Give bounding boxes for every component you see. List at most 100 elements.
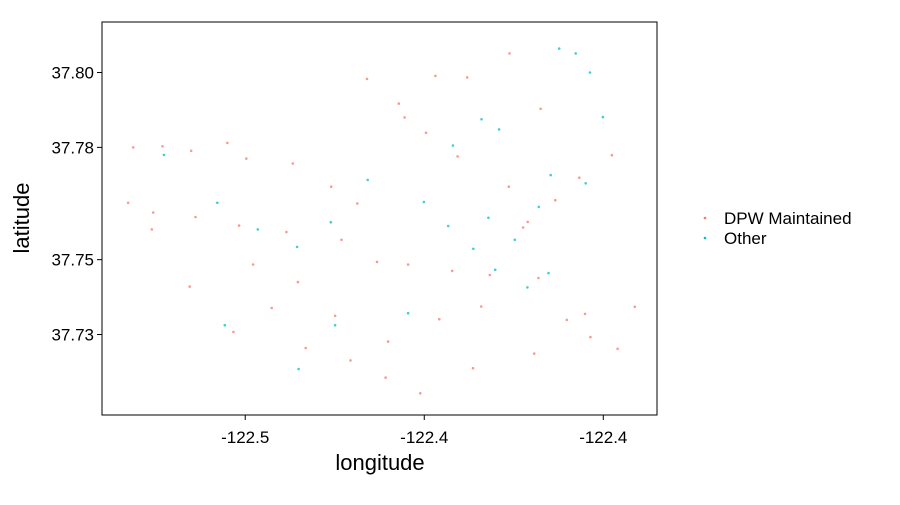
point-dpw-maintained <box>285 230 288 234</box>
point-other <box>223 323 227 327</box>
y-axis-ticks: 37.73 37.75 37.78 37.80 <box>51 64 102 345</box>
point-dpw-maintained <box>465 76 469 79</box>
point-dpw-maintained <box>610 153 614 157</box>
point-other <box>366 178 370 182</box>
point-other <box>329 220 333 224</box>
point-dpw-maintained <box>589 335 592 339</box>
point-other <box>406 311 410 315</box>
point-dpw-maintained <box>488 273 492 277</box>
point-other <box>574 52 577 55</box>
point-dpw-maintained <box>340 238 343 242</box>
legend: DPW Maintained Other <box>703 209 852 248</box>
point-other <box>256 228 260 231</box>
point-dpw-maintained <box>245 157 248 160</box>
point-other <box>480 118 483 121</box>
point-dpw-maintained <box>526 220 529 224</box>
y-tick-label: 37.80 <box>51 64 94 83</box>
point-other <box>547 271 550 275</box>
point-dpw-maintained <box>291 162 295 165</box>
point-dpw-maintained <box>633 305 637 309</box>
point-dpw-maintained <box>329 185 333 188</box>
point-dpw-maintained <box>616 347 619 351</box>
point-dpw-maintained <box>403 116 406 119</box>
point-other <box>472 247 475 251</box>
point-dpw-maintained <box>150 228 154 231</box>
point-dpw-maintained <box>226 141 229 145</box>
point-dpw-maintained <box>270 306 274 310</box>
point-dpw-maintained <box>333 314 337 318</box>
legend-key-other <box>703 236 707 240</box>
point-dpw-maintained <box>537 276 540 280</box>
point-other <box>526 286 529 289</box>
point-dpw-maintained <box>565 318 569 322</box>
point-other <box>216 201 219 205</box>
point-other <box>601 115 605 119</box>
point-other <box>422 200 426 204</box>
point-dpw-maintained <box>237 224 241 227</box>
point-dpw-maintained <box>189 149 193 153</box>
x-tick-label: -122.4 <box>579 428 627 447</box>
point-other <box>493 268 497 272</box>
point-dpw-maintained <box>375 260 379 264</box>
point-dpw-maintained <box>583 312 587 316</box>
point-dpw-maintained <box>456 155 459 158</box>
point-other <box>162 153 166 157</box>
point-dpw-maintained <box>384 376 387 379</box>
point-dpw-maintained <box>434 74 437 78</box>
point-dpw-maintained <box>365 77 369 81</box>
point-dpw-maintained <box>406 263 410 266</box>
legend-label-other: Other <box>724 229 767 248</box>
point-dpw-maintained <box>188 285 191 288</box>
x-axis-ticks: -122.5 -122.4 -122.4 <box>221 415 627 447</box>
point-dpw-maintained <box>356 202 359 205</box>
panel-background <box>102 22 657 415</box>
point-dpw-maintained <box>232 330 235 334</box>
point-dpw-maintained <box>532 352 536 355</box>
y-tick-label: 37.78 <box>51 138 94 157</box>
y-tick-label: 37.73 <box>51 326 94 345</box>
point-other <box>557 47 561 50</box>
point-dpw-maintained <box>450 269 454 273</box>
point-dpw-maintained <box>161 145 164 148</box>
point-dpw-maintained <box>131 146 135 149</box>
point-dpw-maintained <box>296 280 300 284</box>
point-dpw-maintained <box>508 52 511 55</box>
point-dpw-maintained <box>349 359 352 362</box>
point-dpw-maintained <box>507 185 511 188</box>
point-dpw-maintained <box>126 201 130 205</box>
point-other <box>333 323 337 327</box>
x-tick-label: -122.4 <box>400 428 448 447</box>
legend-label-dpw-maintained: DPW Maintained <box>724 209 852 228</box>
point-dpw-maintained <box>438 317 441 321</box>
point-dpw-maintained <box>251 263 255 266</box>
point-dpw-maintained <box>419 392 422 395</box>
point-dpw-maintained <box>479 305 483 308</box>
points-layer <box>126 47 637 395</box>
point-dpw-maintained <box>424 131 428 135</box>
point-dpw-maintained <box>521 226 525 229</box>
point-other <box>487 216 490 220</box>
y-tick-label: 37.75 <box>51 251 94 270</box>
point-other <box>295 245 299 249</box>
point-dpw-maintained <box>539 107 542 111</box>
point-other <box>446 224 450 228</box>
point-other <box>297 367 300 371</box>
panel-border <box>101 21 658 416</box>
point-other <box>588 71 592 74</box>
point-dpw-maintained <box>194 215 197 219</box>
point-dpw-maintained <box>471 366 475 370</box>
point-other <box>497 128 501 131</box>
point-dpw-maintained <box>397 102 401 105</box>
point-other <box>584 182 587 185</box>
point-dpw-maintained <box>151 211 155 214</box>
y-axis-title: latitude <box>9 183 34 254</box>
point-dpw-maintained <box>386 340 390 343</box>
point-other <box>537 205 541 209</box>
point-dpw-maintained <box>578 176 581 179</box>
legend-key-dpw-maintained <box>703 216 707 220</box>
point-other <box>513 238 517 242</box>
point-other <box>549 173 552 177</box>
point-other <box>451 144 455 147</box>
